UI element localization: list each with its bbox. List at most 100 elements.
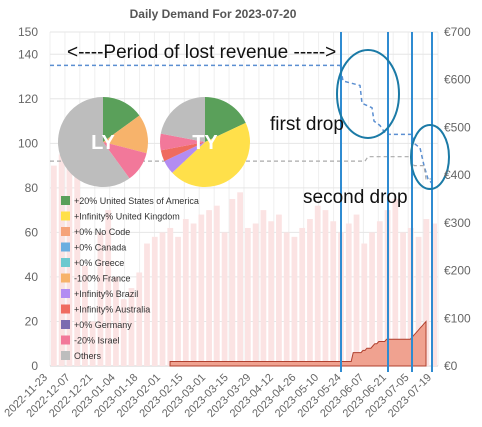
legend-label: -100% France	[74, 274, 131, 284]
left-tick-label: 40	[25, 270, 39, 284]
legend-item: +20% United States of America	[61, 196, 199, 206]
right-tick-label: €600	[444, 73, 471, 87]
pie-ty: TY	[160, 97, 251, 188]
legend-label: +0% Canada	[74, 243, 126, 253]
faded-bar	[307, 219, 313, 366]
faded-bar	[182, 219, 189, 366]
faded-bar	[206, 210, 212, 366]
faded-bar	[237, 192, 243, 366]
legend-label: +0% Germany	[74, 320, 132, 330]
legend-swatch	[61, 258, 70, 267]
right-tick-label: €100	[444, 311, 471, 325]
faded-bar	[400, 232, 406, 366]
faded-bar	[283, 232, 290, 366]
faded-bar	[392, 199, 399, 366]
x-axis-ticks: 2022-11-232022-12-072022-12-212023-01-04…	[2, 372, 434, 420]
legend-swatch	[61, 227, 70, 236]
faded-bar	[330, 221, 337, 366]
legend-item: +0% Germany	[61, 320, 132, 330]
left-tick-label: 20	[25, 314, 39, 328]
faded-bar	[167, 227, 174, 366]
vertical-markers	[340, 32, 433, 372]
legend-item: +0% Greece	[61, 258, 124, 268]
legend-swatch	[61, 211, 70, 221]
legend-label: +0% No Code	[74, 227, 130, 237]
legend-item: +0% Canada	[61, 242, 126, 253]
faded-bar	[369, 232, 375, 366]
faded-bar	[144, 243, 150, 366]
faded-bar	[105, 210, 112, 366]
left-tick-label: 60	[25, 225, 39, 239]
pie-slice	[103, 97, 140, 142]
right-tick-label: €200	[444, 264, 471, 278]
legend-label: -20% Israel	[74, 336, 120, 346]
faded-bar	[74, 170, 81, 366]
legend-item: Others	[61, 351, 102, 361]
faded-bar	[415, 236, 422, 366]
chart-title: Daily Demand For 2023-07-20	[130, 7, 297, 21]
faded-bar	[120, 299, 127, 366]
faded-bar	[423, 219, 430, 366]
faded-bar	[299, 227, 306, 366]
faded-bar	[229, 199, 236, 366]
legend-swatch	[61, 242, 70, 252]
right-axis-ticks: €0 €100 €200 €300 €400 €500 €600 €700	[444, 25, 471, 373]
faded-bar	[128, 288, 135, 366]
legend-swatch	[61, 289, 70, 298]
legend-label: Others	[74, 351, 102, 361]
left-axis-ticks: 0 20 40 60 80 100 120 140 150	[18, 25, 38, 373]
legend-label: +20% United States of America	[74, 196, 199, 206]
faded-bar	[221, 232, 228, 366]
legend: +20% United States of America +Infinity% …	[61, 196, 199, 361]
faded-bar	[113, 276, 119, 366]
faded-bar	[51, 165, 57, 366]
faded-bar	[159, 232, 166, 366]
faded-bar	[353, 214, 360, 366]
left-tick-label: 80	[25, 181, 39, 195]
legend-swatch	[61, 320, 70, 329]
legend-label: +0% Greece	[74, 258, 124, 268]
faded-bar	[213, 205, 220, 366]
faded-bar	[361, 243, 368, 366]
faded-bar	[322, 210, 329, 366]
faded-bar	[431, 223, 437, 366]
second-drop-label: second drop	[303, 187, 408, 208]
legend-swatch	[61, 304, 70, 314]
legend-swatch	[61, 196, 70, 205]
legend-item: +0% No Code	[61, 227, 130, 237]
faded-bar	[314, 205, 321, 366]
right-tick-label: €0	[444, 359, 458, 373]
legend-label: +Infinity% Brazil	[74, 289, 138, 299]
legend-item: +Infinity% Brazil	[61, 289, 138, 299]
right-tick-label: €700	[444, 25, 471, 39]
legend-swatch	[61, 273, 70, 283]
legend-item: -20% Israel	[61, 335, 120, 346]
faded-bar	[82, 265, 88, 366]
left-tick-label: 100	[18, 136, 38, 150]
revenue-area	[169, 320, 427, 367]
left-tick-label: 120	[18, 92, 38, 106]
faded-bar	[260, 210, 267, 366]
legend-item: +Infinity% United Kingdom	[61, 211, 180, 222]
pie-slice	[160, 142, 205, 162]
left-tick-label: 150	[18, 25, 38, 39]
first-drop-circle	[336, 49, 400, 139]
pie-slice	[160, 97, 205, 142]
legend-swatch	[61, 351, 70, 360]
pie-label: TY	[192, 132, 218, 154]
legend-label: +Infinity% Australia	[74, 305, 150, 315]
faded-bar	[291, 236, 298, 366]
ty-dashed-line	[50, 64, 433, 184]
left-tick-label: 0	[31, 359, 38, 373]
legend-item: +Infinity% Australia	[61, 304, 150, 315]
pie-slice	[205, 97, 246, 142]
faded-bar	[198, 214, 205, 366]
first-drop-label: first drop	[270, 114, 344, 135]
faded-bar	[276, 214, 282, 366]
pies: LY TY	[57, 97, 251, 188]
faded-bar	[252, 223, 259, 366]
faded-bar	[376, 221, 383, 366]
faded-bar	[136, 272, 143, 366]
